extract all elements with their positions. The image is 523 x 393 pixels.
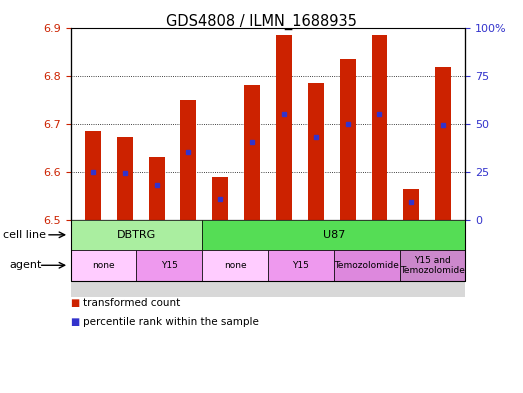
Text: U87: U87 [323,230,345,240]
Bar [117,137,133,220]
Bar [212,177,228,220]
Bar [308,83,324,220]
Bar [403,189,419,220]
Text: GDS4808 / ILMN_1688935: GDS4808 / ILMN_1688935 [166,14,357,30]
Text: Y15 and
Temozolomide: Y15 and Temozolomide [400,255,465,275]
Bar [85,131,101,220]
Bar [244,85,260,220]
Text: ■: ■ [71,317,80,327]
Text: ■: ■ [71,298,80,308]
Text: transformed count: transformed count [83,298,180,308]
Bar [180,100,197,220]
Text: Y15: Y15 [161,261,178,270]
Text: percentile rank within the sample: percentile rank within the sample [83,317,258,327]
Text: none: none [224,261,246,270]
Bar [339,59,356,220]
Bar [276,35,292,220]
Text: DBTRG: DBTRG [117,230,156,240]
Text: Temozolomide: Temozolomide [334,261,399,270]
Bar [371,35,388,220]
Bar [149,158,165,220]
Text: agent: agent [9,260,42,270]
Text: cell line: cell line [3,230,46,240]
Text: none: none [92,261,115,270]
Text: Y15: Y15 [292,261,310,270]
Bar [435,67,451,220]
